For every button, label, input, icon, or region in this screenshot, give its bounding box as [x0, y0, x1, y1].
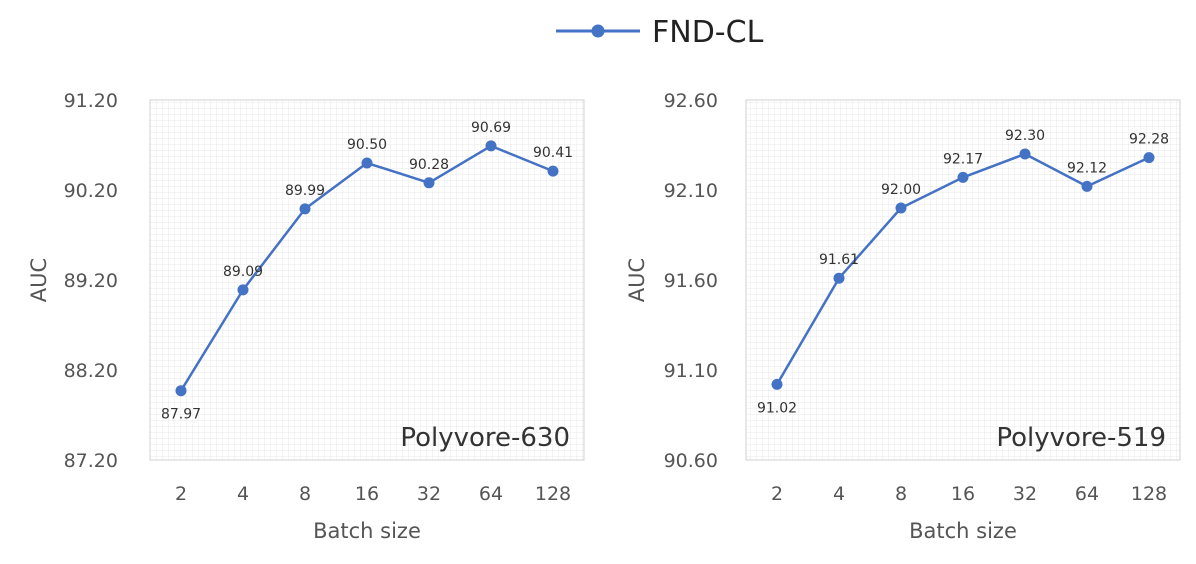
data-point: [547, 165, 559, 177]
y-axis-title: AUC: [27, 258, 51, 302]
x-axis-title: Batch size: [313, 519, 421, 543]
data-point: [1019, 148, 1031, 160]
y-tick-label: 87.20: [64, 450, 118, 472]
data-point: [175, 385, 187, 397]
data-point: [895, 202, 907, 214]
data-label: 89.09: [223, 264, 263, 280]
x-tick-label: 16: [355, 483, 379, 505]
x-tick-label: 2: [771, 483, 783, 505]
x-tick-label: 128: [535, 483, 571, 505]
x-tick-label: 2: [175, 483, 187, 505]
y-tick-label: 92.60: [664, 90, 718, 112]
y-tick-label: 89.20: [64, 270, 118, 292]
panel-label: Polyvore-630: [400, 423, 570, 453]
x-tick-label: 8: [895, 483, 907, 505]
data-point: [833, 272, 845, 284]
legend-label: FND-CL: [652, 15, 764, 50]
data-point: [771, 378, 783, 390]
data-label: 91.02: [757, 400, 797, 416]
data-label: 92.28: [1129, 132, 1169, 148]
data-label: 92.00: [881, 182, 921, 198]
y-tick-label: 88.20: [64, 360, 118, 382]
y-tick-label: 91.60: [664, 270, 718, 292]
legend: FND-CL: [556, 15, 764, 50]
data-label: 92.12: [1067, 160, 1107, 176]
data-label: 91.61: [819, 252, 859, 268]
x-tick-label: 16: [951, 483, 975, 505]
y-tick-label: 91.20: [64, 90, 118, 112]
chart-panel-right: 90.60 91.10 91.60 92.10 92.60 2 4 8 16 32 64 128 Bat…: [625, 90, 1181, 543]
data-point: [485, 140, 497, 152]
data-point: [423, 177, 435, 189]
data-point: [1081, 180, 1093, 192]
legend-marker: [591, 24, 605, 38]
x-tick-label: 64: [1075, 483, 1099, 505]
x-tick-label: 32: [417, 483, 441, 505]
data-label: 90.50: [347, 137, 387, 153]
x-tick-label: 4: [833, 483, 845, 505]
y-axis-title: AUC: [625, 258, 649, 302]
data-label: 92.30: [1005, 128, 1045, 144]
data-label: 87.97: [161, 407, 201, 423]
data-point: [1143, 152, 1155, 164]
y-tick-label: 92.10: [664, 180, 718, 202]
y-tick-label: 90.60: [664, 450, 718, 472]
chart-panel-left: 87.20 88.20 89.20 90.20 91.20 2 4 8 16 32 64 128 Bat…: [27, 90, 585, 543]
data-label: 90.28: [409, 157, 449, 173]
data-label: 90.41: [533, 145, 573, 161]
panel-label: Polyvore-519: [996, 423, 1166, 453]
x-tick-label: 32: [1013, 483, 1037, 505]
x-tick-label: 8: [299, 483, 311, 505]
y-tick-label: 91.10: [664, 360, 718, 382]
plot-area: [149, 99, 585, 461]
data-label: 90.69: [471, 120, 511, 136]
data-point: [237, 284, 249, 296]
data-label: 89.99: [285, 183, 325, 199]
data-point: [361, 157, 373, 169]
data-point: [299, 203, 311, 215]
data-point: [957, 171, 969, 183]
x-tick-label: 128: [1131, 483, 1167, 505]
x-tick-label: 4: [237, 483, 249, 505]
plot-area: [745, 99, 1181, 461]
y-tick-label: 90.20: [64, 180, 118, 202]
x-tick-label: 64: [479, 483, 503, 505]
data-label: 92.17: [943, 151, 983, 167]
x-axis-title: Batch size: [909, 519, 1017, 543]
